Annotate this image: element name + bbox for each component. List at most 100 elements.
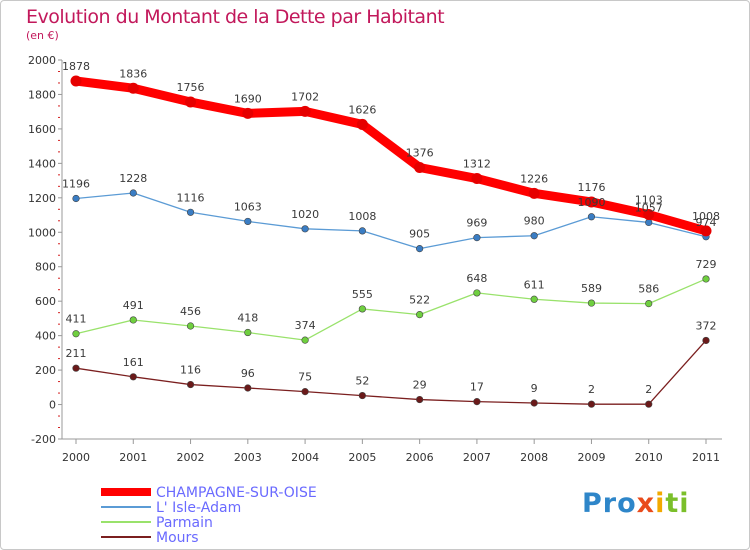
data-label: 211 [66, 347, 87, 360]
y-tick-label: 200 [35, 364, 56, 377]
legend-item: CHAMPAGNE-SUR-OISE [101, 485, 317, 501]
legend-item: Parmain [101, 515, 213, 531]
y-tick-label: 1800 [28, 88, 56, 101]
data-label: 586 [638, 283, 659, 296]
data-point [702, 336, 710, 345]
data-point [645, 400, 653, 408]
data-point [299, 105, 311, 117]
data-label: 96 [241, 367, 255, 380]
data-label: 9 [531, 382, 538, 395]
x-tick-label: 2005 [348, 451, 376, 464]
data-point [587, 400, 596, 408]
x-tick-label: 2009 [577, 451, 605, 464]
data-point [645, 218, 653, 227]
x-tick-label: 2001 [119, 451, 147, 464]
data-point [129, 373, 137, 381]
x-tick-label: 2003 [234, 451, 262, 464]
data-label: 905 [409, 228, 430, 241]
data-labels-1: 1196 1228 1116 1063 1020 1008 905 969 980 1090 105… [62, 172, 717, 241]
data-point [186, 322, 195, 330]
data-label: 1836 [119, 67, 147, 80]
data-point [416, 311, 424, 319]
y-tick-label: 800 [35, 261, 56, 274]
data-point [528, 187, 540, 199]
data-label: 52 [355, 375, 369, 388]
data-point [72, 330, 80, 338]
data-point [185, 96, 197, 108]
data-point [72, 194, 80, 203]
data-point [643, 209, 655, 221]
data-label: 29 [413, 379, 427, 392]
data-label: 589 [581, 282, 602, 295]
data-point [301, 336, 309, 344]
proxiti-logo: Proxiti [582, 488, 690, 519]
data-label: 974 [696, 216, 717, 229]
data-point [585, 196, 597, 208]
data-point [244, 328, 252, 337]
data-point [471, 173, 483, 185]
data-point [645, 299, 653, 308]
data-label: 372 [696, 319, 717, 332]
data-point [72, 364, 80, 372]
legend-label: Mours [156, 530, 199, 546]
data-label: 611 [524, 278, 545, 291]
y-tick-label: 0 [49, 399, 56, 412]
data-label: 1057 [635, 201, 663, 214]
series-l-isle-adam [72, 189, 710, 253]
series-layer: 1878 1836 1756 1690 1702 1626 1376 1312 1226 1176… [62, 60, 720, 408]
series-line [75, 278, 707, 341]
data-label: 1626 [348, 103, 376, 116]
data-point [186, 208, 195, 216]
legend-item: L' Isle-Adam [101, 500, 241, 516]
data-point [244, 384, 252, 392]
data-labels-3: 211 161 116 96 75 52 29 17 9 2 2 372 [66, 319, 717, 396]
x-tick-label: 2006 [406, 451, 434, 464]
data-label: 648 [466, 272, 487, 285]
data-point [416, 245, 424, 253]
data-point [301, 225, 309, 233]
x-tick-label: 2002 [177, 451, 205, 464]
data-label: 1702 [291, 90, 319, 103]
data-point [530, 295, 538, 303]
legend-label: CHAMPAGNE-SUR-OISE [156, 485, 317, 501]
series-parmain [72, 275, 710, 344]
data-labels-0: 1878 1836 1756 1690 1702 1626 1376 1312 1226 1176… [62, 60, 720, 223]
data-point [358, 391, 366, 400]
y-tick-label: 1200 [28, 192, 56, 205]
x-tick-label: 2000 [62, 451, 90, 464]
data-label: 491 [123, 299, 144, 312]
data-labels-2: 411 491 456 418 374 555 522 648 611 589 586 729 [66, 258, 717, 332]
data-label: 555 [352, 288, 373, 301]
x-tick-label: 2004 [291, 451, 319, 464]
data-label: 75 [298, 371, 312, 384]
y-tick-label: 1000 [28, 226, 56, 239]
data-label: 1226 [520, 172, 548, 185]
data-label: 1008 [348, 210, 376, 223]
data-label: 418 [237, 312, 258, 325]
x-tick-label: 2010 [635, 451, 663, 464]
data-label: 522 [409, 294, 430, 307]
x-tick-label: 2008 [520, 451, 548, 464]
data-label: 1878 [62, 60, 90, 73]
data-point [244, 217, 252, 226]
y-tick-label: 1600 [28, 123, 56, 136]
data-label: 161 [123, 356, 144, 369]
data-point [530, 232, 538, 240]
data-point [358, 305, 366, 313]
data-label: 17 [470, 381, 484, 394]
data-point [129, 316, 137, 324]
data-point [358, 227, 366, 235]
data-point [301, 388, 309, 396]
data-point [127, 82, 139, 94]
data-label: 1090 [577, 196, 605, 209]
series-line [75, 192, 707, 250]
data-label: 2 [645, 383, 652, 396]
data-point [356, 118, 368, 130]
y-tick-label: 400 [35, 330, 56, 343]
data-label: 1228 [119, 172, 147, 185]
legend-item: Mours [101, 530, 199, 546]
data-label: 1063 [234, 200, 262, 213]
chart-subtitle: (en €) [26, 29, 59, 42]
data-label: 1756 [177, 81, 205, 94]
